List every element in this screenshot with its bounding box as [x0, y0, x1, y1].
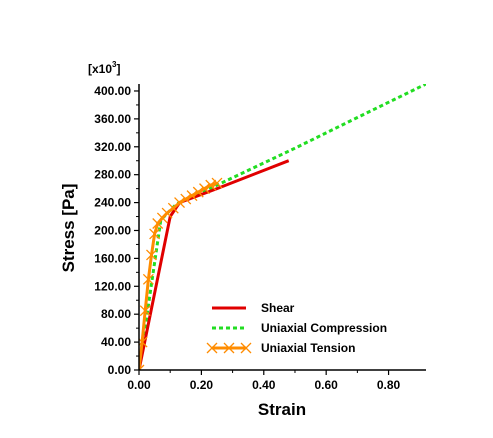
- y-tick-label: 360.00: [94, 112, 131, 126]
- data-point-marker: [146, 249, 157, 261]
- data-point-marker: [199, 183, 210, 195]
- y-tick-label: 40.00: [101, 335, 131, 349]
- data-point-marker: [174, 197, 186, 209]
- y-tick-label: 400.00: [94, 84, 131, 98]
- ticks-layer: 0.00 40.00 80.00 120.00 160.00 200.00 240.00 28…: [94, 84, 400, 392]
- legend-marker: [206, 342, 218, 354]
- legend-label: Uniaxial Compression: [261, 321, 387, 335]
- y-tick-label: 280.00: [94, 168, 131, 182]
- y-axis-title: Stress [Pa]: [59, 184, 78, 273]
- x-tick-label: 0.60: [314, 378, 338, 392]
- data-point-marker: [139, 305, 151, 317]
- data-point-marker: [149, 228, 161, 240]
- legend-label: Shear: [261, 301, 295, 315]
- y-tick-label: 0.00: [108, 363, 132, 377]
- legend-marker: [240, 342, 252, 354]
- data-point-marker: [180, 193, 192, 205]
- data-point-marker: [139, 336, 148, 348]
- x-tick-label: 0.40: [252, 378, 276, 392]
- y-tick-label: 120.00: [94, 279, 131, 293]
- data-point-marker: [211, 177, 223, 189]
- x-tick-label: 0.00: [127, 378, 151, 392]
- y-multiplier-label: [x103]: [88, 60, 120, 76]
- y-tick-label: 200.00: [94, 223, 131, 237]
- legend-label: Uniaxial Tension: [261, 341, 355, 355]
- y-tick-label: 320.00: [94, 140, 131, 154]
- y-tick-label: 240.00: [94, 196, 131, 210]
- x-tick-label: 0.20: [190, 378, 214, 392]
- x-tick-label: 0.80: [377, 378, 401, 392]
- series-line-uniaxial-compression: [139, 84, 426, 370]
- data-point-marker: [139, 364, 145, 370]
- x-axis-title: Strain: [258, 400, 306, 419]
- y-tick-label: 160.00: [94, 251, 131, 265]
- y-tick-label: 80.00: [101, 307, 131, 321]
- series-line-shear: [139, 159, 290, 370]
- data-point-marker: [142, 273, 154, 285]
- data-point-marker: [186, 190, 198, 202]
- legend-marker: [223, 342, 235, 354]
- series-layer: [139, 84, 426, 370]
- data-point-marker: [161, 207, 173, 219]
- legend: Shear Uniaxial Compression Uniaxial Tensio…: [206, 301, 387, 355]
- data-point-marker: [192, 186, 204, 198]
- data-point-marker: [205, 179, 217, 191]
